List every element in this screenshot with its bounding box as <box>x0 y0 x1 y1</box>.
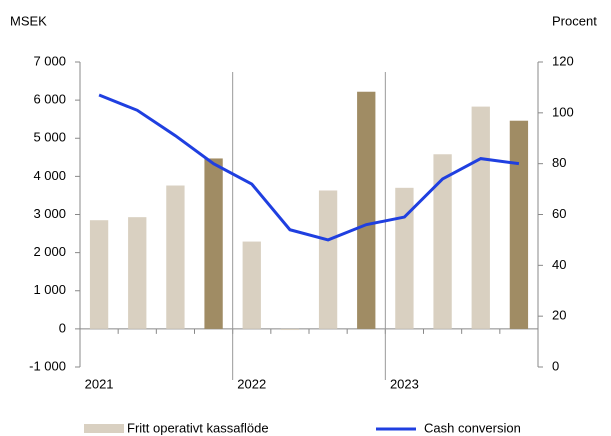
y-tick-label: 3 000 <box>33 206 66 221</box>
bar <box>242 241 261 329</box>
y2-tick-label: 100 <box>552 104 574 119</box>
bar <box>395 187 414 329</box>
line <box>98 93 520 242</box>
bar <box>433 154 452 329</box>
y2-tick-label: 120 <box>552 53 574 68</box>
y-tick-label: 0 <box>59 320 66 335</box>
legend-label: Cash conversion <box>424 420 521 435</box>
y-tick-label: 6 000 <box>33 92 66 107</box>
bar <box>89 220 109 329</box>
bar <box>318 190 338 329</box>
y2-tick-label: 80 <box>552 155 566 170</box>
x-tick-label: 2022 <box>237 376 266 391</box>
y-tick-label: 7 000 <box>33 53 66 68</box>
x-tick-label: 2021 <box>85 376 114 391</box>
y-tick-label: -1 000 <box>29 358 66 373</box>
y-tick-label: 1 000 <box>33 282 66 297</box>
legend-label: Fritt operativt kassaflöde <box>127 420 269 435</box>
bar <box>166 185 185 329</box>
y-tick-label: 2 000 <box>33 244 66 259</box>
y2-tick-label: 60 <box>552 206 566 221</box>
y2-axis-label: Procent <box>552 13 597 28</box>
bar <box>204 158 223 329</box>
bar <box>280 328 300 331</box>
x-tick-label: 2023 <box>390 376 419 391</box>
bar <box>357 91 376 329</box>
bar <box>471 106 490 329</box>
bar <box>509 120 529 329</box>
y2-tick-label: 20 <box>552 308 566 323</box>
y-tick-label: 5 000 <box>33 130 66 145</box>
y2-tick-label: 0 <box>552 358 559 373</box>
y-axis-label: MSEK <box>10 13 47 28</box>
y2-tick-label: 40 <box>552 257 566 272</box>
bar <box>128 217 147 329</box>
legend-swatch <box>84 424 124 433</box>
y-tick-label: 4 000 <box>33 168 66 183</box>
